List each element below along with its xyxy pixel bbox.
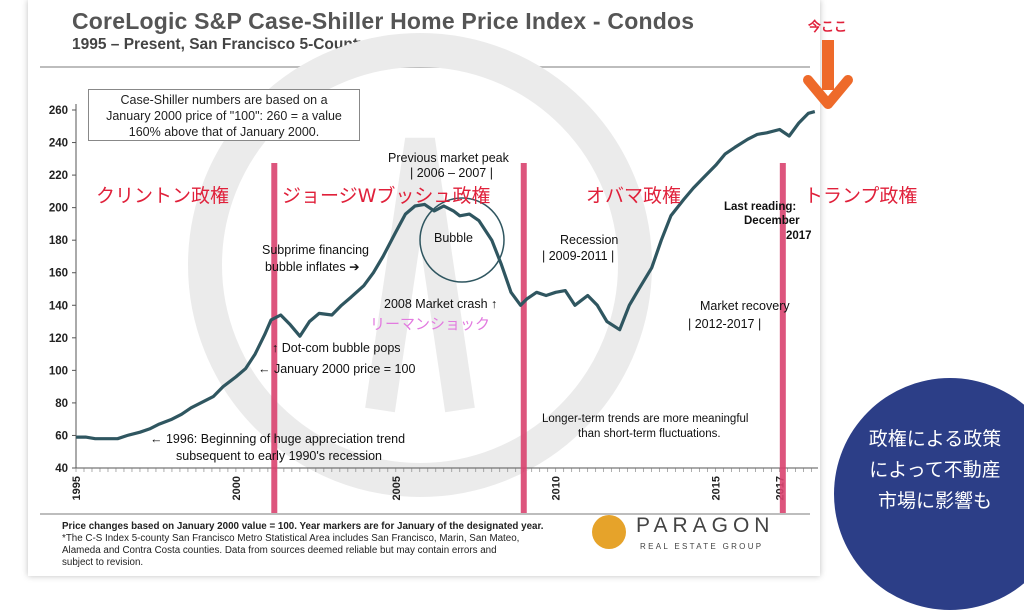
line-chart: 40 60 80 100 120 140 160 180 200 220 240 260 1995 200… [49, 33, 853, 513]
paragon-logo-icon [592, 515, 626, 549]
paragon-logo: PARAGON [636, 514, 775, 537]
bush-era-label: ジョージWブッシュ政権 [282, 185, 491, 207]
policy-note-line-3: 市場に影響も [877, 490, 992, 512]
clinton-era-label: クリントン政権 [96, 185, 230, 207]
bubble-label: Bubble [434, 231, 473, 245]
y-tick-label: 40 [55, 463, 68, 475]
footer-line-3: Alameda and Contra Costa counties. Data … [62, 545, 497, 556]
here-label: 今ここ [808, 20, 848, 35]
x-tick-label: 2005 [391, 476, 403, 500]
y-tick-label: 240 [49, 138, 68, 150]
y-tick-label: 180 [49, 235, 68, 247]
previous-peak-years: | 2006 – 2007 | [410, 166, 493, 180]
last-reading-month: December [744, 215, 800, 227]
last-reading-year: 2017 [786, 230, 812, 242]
dotcom-label: ↑ Dot-com bubble pops [272, 341, 401, 355]
y-tick-label: 260 [49, 105, 68, 117]
y-tick-label: 220 [49, 170, 68, 182]
y-tick-label: 160 [49, 268, 68, 280]
period-marker-line [271, 163, 278, 513]
chart-title: CoreLogic S&P Case-Shiller Home Price In… [72, 8, 695, 34]
y-tick-label: 80 [55, 398, 68, 410]
subprime-label-1: Subprime financing [262, 243, 370, 257]
price-index-line [76, 110, 816, 441]
footer-line-2: *The C-S Index 5-county San Francisco Me… [62, 533, 520, 544]
x-tick-label: 2015 [711, 476, 723, 500]
x-tick-label: 2010 [551, 476, 563, 500]
appreciation-label-2: subsequent to early 1990's recession [176, 449, 382, 463]
recovery-years: | 2012-2017 | [688, 317, 762, 331]
y-tick-label: 100 [49, 365, 68, 377]
period-marker-line [520, 163, 527, 513]
recovery-label: Market recovery [700, 299, 790, 313]
last-reading-label: Last reading: [724, 201, 797, 213]
longer-term-note-1: Longer-term trends are more meaningful [542, 413, 749, 425]
y-tick-label: 60 [55, 430, 68, 442]
recession-label: Recession [560, 233, 619, 247]
y-tick-label: 200 [49, 203, 68, 215]
policy-note-line-1: 政権による政策 [868, 428, 1002, 450]
market-crash-label: 2008 Market crash ↑ [384, 297, 498, 311]
paragon-tagline: REAL ESTATE GROUP [640, 542, 764, 551]
chart-axes: 40 60 80 100 120 140 160 180 200 220 240 260 1995 200… [49, 104, 818, 500]
note-line-3: 160% above that of January 2000. [128, 125, 320, 139]
recession-years: | 2009-2011 | [542, 249, 615, 263]
previous-peak-label: Previous market peak [388, 151, 509, 165]
appreciation-label-1: ← 1996: Beginning of huge appreciation t… [150, 432, 406, 446]
x-tick-label: 1995 [71, 476, 83, 500]
footer-line-4: subject to revision. [62, 557, 144, 568]
case-shiller-note: Case-Shiller numbers are based on a Janu… [88, 89, 360, 141]
note-line-2: January 2000 price of "100": 260 = a val… [106, 109, 342, 123]
y-tick-label: 140 [49, 300, 68, 312]
policy-note-circle [834, 378, 1024, 610]
lehman-shock-label: リーマンショック [370, 315, 491, 333]
watermark-logo [188, 33, 652, 497]
here-arrow [803, 40, 853, 109]
period-markers [271, 163, 786, 513]
series-layer [76, 110, 816, 441]
x-tick-label: 2000 [231, 476, 243, 500]
footer-notes: Price changes based on January 2000 valu… [62, 521, 582, 569]
policy-note-text: 政権による政策 によって不動産 市場に影響も [850, 424, 1020, 517]
subprime-label-2: bubble inflates ➔ [265, 260, 360, 274]
bubble-circle [419, 197, 505, 283]
longer-term-note-2: than short-term fluctuations. [578, 428, 721, 440]
footer-line-1: Price changes based on January 2000 valu… [62, 521, 544, 532]
y-tick-label: 120 [49, 333, 68, 345]
period-marker-line [779, 163, 786, 513]
obama-era-label: オバマ政権 [586, 185, 682, 207]
footer-divider [40, 513, 810, 515]
trump-era-label: トランプ政権 [804, 185, 918, 207]
jan2000-label: ← January 2000 price = 100 [258, 362, 416, 376]
note-line-1: Case-Shiller numbers are based on a [120, 93, 328, 107]
policy-note-line-2: によって不動産 [869, 459, 1001, 481]
